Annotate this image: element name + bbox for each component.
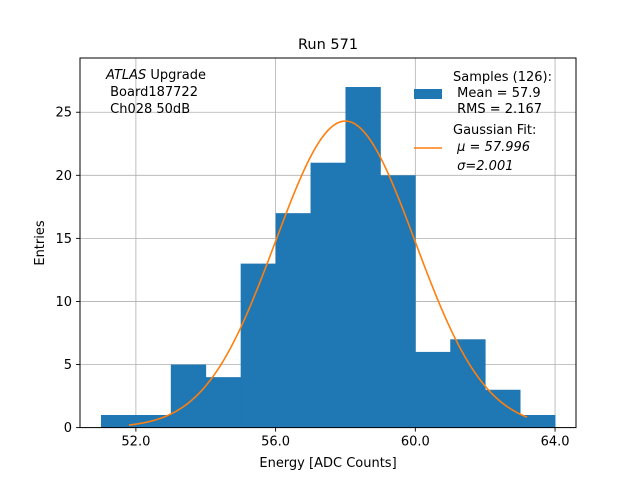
histogram-bar	[345, 87, 381, 428]
y-axis: 0 5 10 15 20 25	[55, 106, 80, 436]
y-tick-label: 25	[55, 106, 72, 121]
histogram-bar	[205, 377, 242, 428]
histogram-bar	[240, 263, 277, 428]
x-tick-label: 60.0	[401, 435, 430, 450]
y-tick-label: 20	[55, 169, 72, 184]
x-axis: 52.0 56.0 60.0 64.0	[121, 427, 570, 450]
legend-samples-swatch	[414, 89, 442, 99]
x-tick-label: 56.0	[261, 435, 290, 450]
legend-samples-rms: RMS = 2.167	[453, 102, 542, 117]
y-tick-label: 15	[55, 232, 72, 247]
legend: Samples (126): Mean = 57.9 RMS = 2.167 G…	[414, 70, 552, 174]
legend-samples-title: Samples (126):	[453, 70, 552, 85]
gaussian-fit	[128, 120, 528, 426]
annotation-channel: Ch028 50dB	[106, 102, 190, 117]
legend-fit-mu: μ = 57.996	[453, 140, 530, 155]
histogram-bar	[520, 414, 556, 428]
histogram-bar	[485, 389, 521, 428]
annotation-upgrade: Upgrade	[146, 68, 206, 83]
histogram-bar	[310, 162, 346, 428]
histogram-bar	[170, 364, 207, 428]
y-tick-label: 10	[55, 295, 72, 310]
fit-curve	[128, 120, 528, 426]
x-tick-label: 64.0	[541, 435, 570, 450]
legend-fit-title: Gaussian Fit:	[453, 123, 536, 138]
y-axis-label: Entries	[33, 220, 48, 266]
histogram-bar	[100, 414, 137, 428]
annotation-atlas: ATLAS	[105, 68, 146, 83]
x-axis-label: Energy [ADC Counts]	[259, 456, 396, 471]
annotation-board: Board187722	[106, 85, 198, 100]
legend-fit-sigma: σ=2.001	[453, 159, 513, 174]
chart-title: Run 571	[298, 37, 358, 53]
histogram-bar	[275, 213, 311, 428]
x-tick-label: 52.0	[121, 435, 150, 450]
histogram-bar	[450, 339, 486, 428]
y-tick-label: 5	[64, 358, 72, 373]
histogram-bar	[380, 175, 416, 428]
histogram-bar	[415, 351, 451, 428]
plot-frame	[79, 57, 577, 429]
annotation-line-1: ATLAS Upgrade	[105, 68, 206, 83]
y-tick-label: 0	[64, 421, 72, 436]
histogram-bars	[100, 87, 556, 428]
legend-samples-mean: Mean = 57.9	[453, 86, 541, 101]
